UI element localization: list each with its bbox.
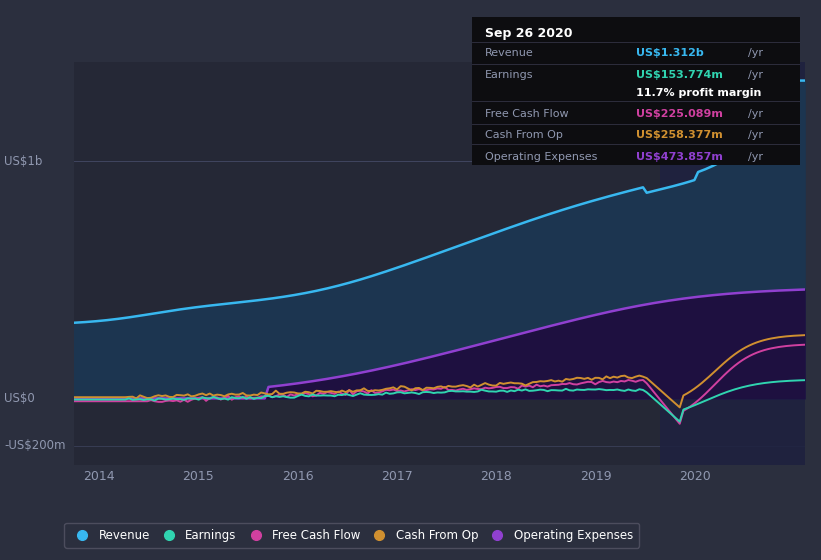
Text: US$225.089m: US$225.089m (636, 109, 723, 119)
Legend: Revenue, Earnings, Free Cash Flow, Cash From Op, Operating Expenses: Revenue, Earnings, Free Cash Flow, Cash … (64, 523, 639, 548)
Text: -US$200m: -US$200m (4, 440, 66, 452)
Text: Earnings: Earnings (485, 70, 534, 80)
Text: /yr: /yr (748, 152, 763, 162)
Bar (660, 62, 805, 465)
Text: US$153.774m: US$153.774m (636, 70, 723, 80)
Text: Free Cash Flow: Free Cash Flow (485, 109, 569, 119)
Text: US$1.312b: US$1.312b (636, 48, 704, 58)
Text: US$0: US$0 (4, 392, 34, 405)
Text: /yr: /yr (748, 109, 763, 119)
Text: 11.7% profit margin: 11.7% profit margin (636, 88, 762, 98)
Text: /yr: /yr (748, 48, 763, 58)
Text: US$473.857m: US$473.857m (636, 152, 723, 162)
Text: Sep 26 2020: Sep 26 2020 (485, 27, 573, 40)
Text: /yr: /yr (748, 129, 763, 139)
Text: Cash From Op: Cash From Op (485, 129, 563, 139)
Text: US$258.377m: US$258.377m (636, 129, 723, 139)
Text: US$1b: US$1b (4, 155, 43, 167)
Text: Revenue: Revenue (485, 48, 534, 58)
Text: /yr: /yr (748, 70, 763, 80)
Text: Operating Expenses: Operating Expenses (485, 152, 598, 162)
